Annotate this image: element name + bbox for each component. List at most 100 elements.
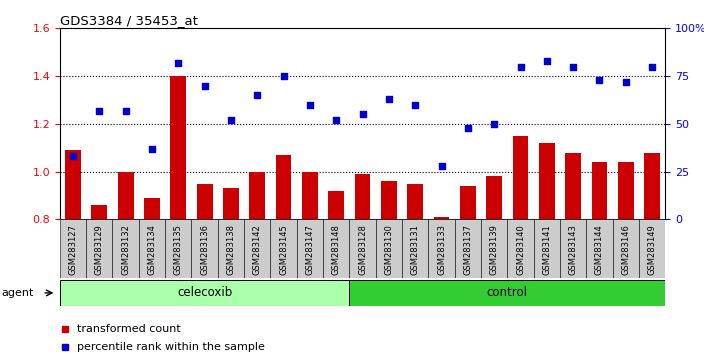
Point (251, 92, 263, 98)
Point (304, 102, 315, 108)
Bar (302, 172, 318, 219)
Point (146, 146, 158, 152)
Bar (513, 136, 529, 219)
Point (172, 60, 184, 65)
Bar (323, 219, 349, 278)
Point (410, 102, 421, 108)
Text: transformed count: transformed count (77, 324, 181, 334)
Point (383, 96, 394, 102)
Bar (428, 219, 455, 278)
Bar (139, 219, 165, 278)
Point (68, 154, 79, 159)
Bar (408, 184, 423, 219)
Bar (402, 219, 428, 278)
Bar (118, 172, 134, 219)
Bar (586, 219, 612, 278)
Bar (328, 191, 344, 219)
Point (646, 64, 658, 69)
Bar (355, 174, 370, 219)
Point (567, 64, 579, 69)
Bar (218, 219, 244, 278)
Bar (565, 153, 581, 219)
Point (463, 125, 474, 131)
Text: control: control (487, 286, 528, 299)
Text: GSM283146: GSM283146 (622, 224, 630, 275)
Bar (165, 219, 191, 278)
Text: GSM283142: GSM283142 (253, 224, 262, 275)
Point (436, 163, 447, 169)
Bar (460, 186, 476, 219)
Text: GDS3384 / 35453_at: GDS3384 / 35453_at (60, 14, 198, 27)
Bar (349, 280, 665, 306)
Bar (276, 155, 291, 219)
Bar (539, 143, 555, 219)
Bar (92, 205, 107, 219)
Bar (618, 162, 634, 219)
Point (515, 64, 526, 69)
Text: GSM283144: GSM283144 (595, 224, 604, 275)
Text: GSM283132: GSM283132 (121, 224, 130, 275)
Point (278, 73, 289, 79)
Bar (297, 219, 323, 278)
Bar (508, 219, 534, 278)
Point (225, 117, 237, 123)
Bar (191, 219, 218, 278)
Point (199, 83, 210, 88)
Bar (60, 219, 86, 278)
Bar (196, 184, 213, 219)
Text: GSM283134: GSM283134 (147, 224, 156, 275)
Bar (170, 76, 186, 219)
Bar (65, 150, 81, 219)
Bar (223, 188, 239, 219)
Bar (481, 219, 508, 278)
Point (541, 58, 553, 64)
Point (620, 79, 631, 85)
Bar (244, 219, 270, 278)
Bar (86, 219, 113, 278)
Text: GSM283139: GSM283139 (490, 224, 498, 275)
Text: GSM283145: GSM283145 (279, 224, 288, 275)
Text: celecoxib: celecoxib (177, 286, 232, 299)
Point (120, 108, 131, 113)
Point (357, 112, 368, 117)
Text: GSM283127: GSM283127 (68, 224, 77, 275)
Bar (455, 219, 481, 278)
Bar (434, 217, 449, 219)
Bar (612, 219, 639, 278)
Text: GSM283141: GSM283141 (542, 224, 551, 275)
Bar (60, 280, 349, 306)
Text: GSM283148: GSM283148 (332, 224, 341, 275)
Text: GSM283138: GSM283138 (227, 224, 235, 275)
Bar (249, 172, 265, 219)
Text: GSM283131: GSM283131 (410, 224, 420, 275)
Text: percentile rank within the sample: percentile rank within the sample (77, 342, 265, 352)
Bar (591, 162, 608, 219)
Point (331, 117, 342, 123)
Bar (144, 198, 160, 219)
Text: GSM283140: GSM283140 (516, 224, 525, 275)
Point (94, 108, 105, 113)
Bar (270, 219, 297, 278)
Text: GSM283128: GSM283128 (358, 224, 367, 275)
Point (594, 77, 605, 83)
Text: GSM283149: GSM283149 (648, 224, 657, 275)
Text: GSM283136: GSM283136 (200, 224, 209, 275)
Text: GSM283137: GSM283137 (463, 224, 472, 275)
Text: GSM283133: GSM283133 (437, 224, 446, 275)
Bar (376, 219, 402, 278)
Point (489, 121, 500, 127)
Bar (560, 219, 586, 278)
Text: GSM283129: GSM283129 (95, 224, 103, 275)
Text: GSM283130: GSM283130 (384, 224, 394, 275)
Text: GSM283147: GSM283147 (306, 224, 315, 275)
Bar (349, 219, 376, 278)
Text: agent: agent (1, 288, 34, 298)
Bar (644, 153, 660, 219)
Bar (381, 181, 397, 219)
Bar (639, 219, 665, 278)
Text: GSM283143: GSM283143 (569, 224, 578, 275)
Text: GSM283135: GSM283135 (174, 224, 183, 275)
Bar (486, 176, 502, 219)
Bar (113, 219, 139, 278)
Bar (534, 219, 560, 278)
